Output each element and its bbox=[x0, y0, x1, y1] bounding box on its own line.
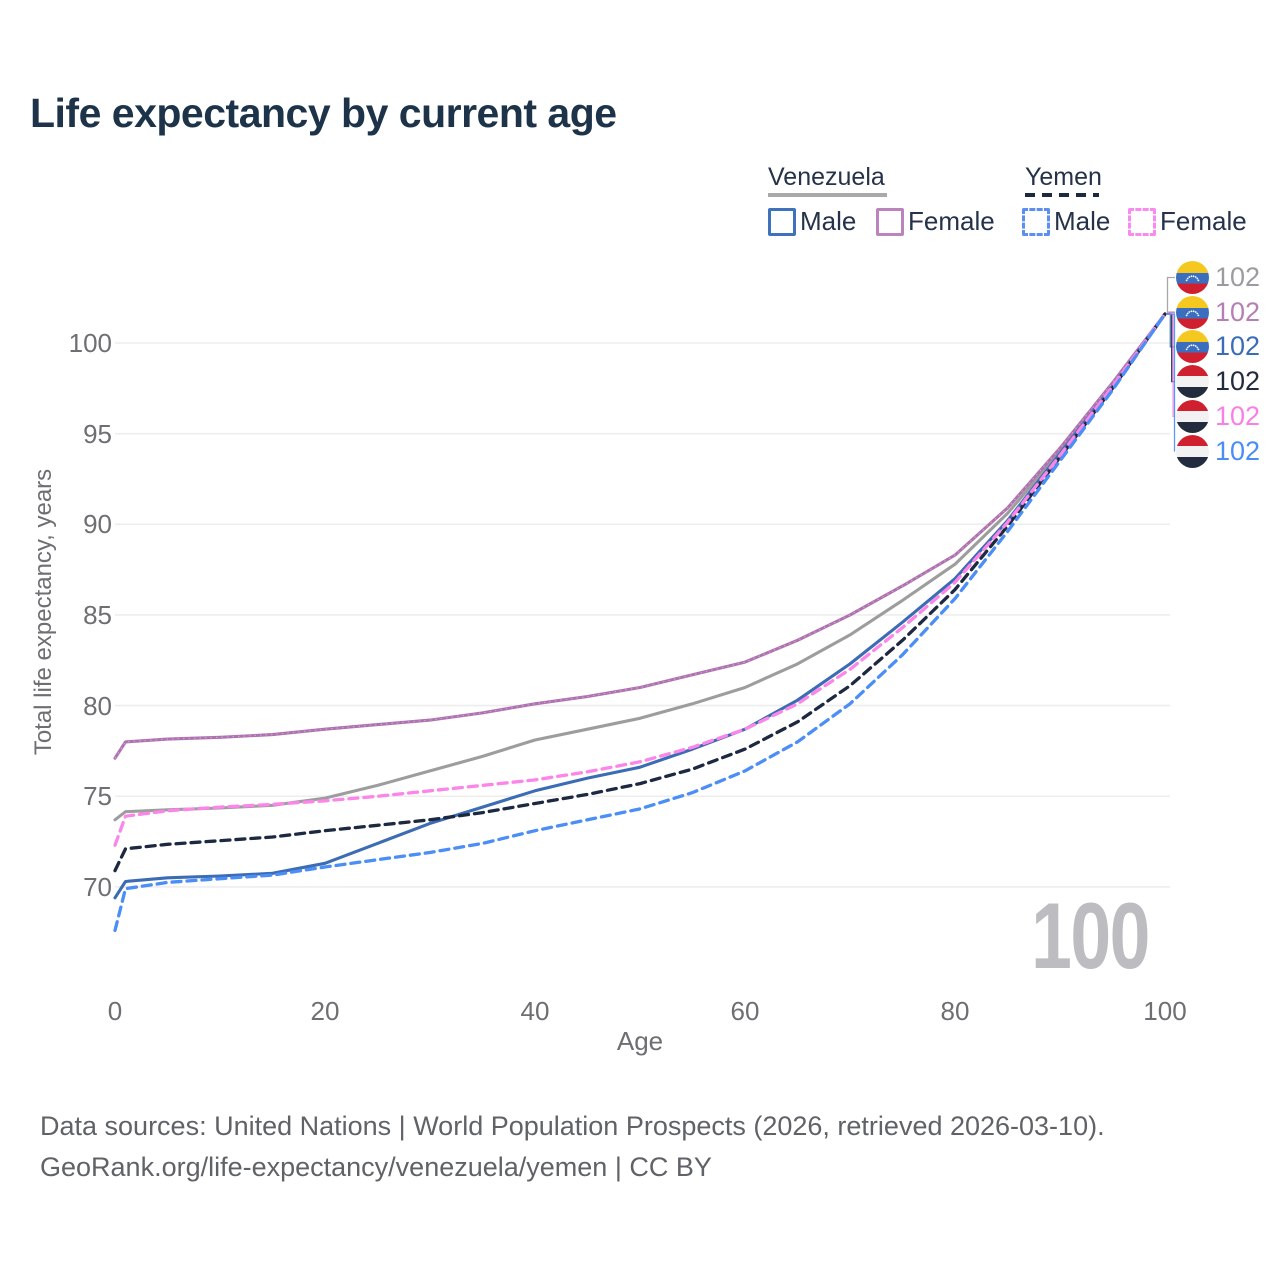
end-label-value: 102 bbox=[1215, 366, 1261, 397]
page-title: Life expectancy by current age bbox=[30, 90, 617, 136]
y-tick-label: 70 bbox=[83, 871, 112, 902]
x-tick-label: 0 bbox=[107, 996, 123, 1026]
legend-item-yemen-female[interactable]: Female bbox=[1128, 206, 1247, 237]
end-label-row: 102 bbox=[1176, 434, 1261, 468]
end-label-row: 102 bbox=[1176, 261, 1260, 294]
series-line-yemen-male bbox=[113, 312, 1167, 933]
legend-country-yemen[interactable]: Yemen bbox=[1025, 163, 1102, 191]
end-label-value: 102 bbox=[1215, 435, 1261, 466]
x-tick-label: 80 bbox=[940, 996, 970, 1026]
x-tick-label: 20 bbox=[310, 996, 340, 1026]
end-label-value: 102 bbox=[1215, 262, 1261, 292]
y-tick-label: 80 bbox=[83, 690, 112, 721]
series-line-venezuela-male bbox=[113, 312, 1167, 900]
legend-label: Male bbox=[800, 206, 857, 236]
end-label-leader-line bbox=[1166, 313, 1176, 452]
end-label-value: 102 bbox=[1215, 296, 1261, 327]
series-line-venezuela bbox=[113, 312, 1167, 822]
venezuela-female-swatch bbox=[876, 207, 904, 236]
legend-item-venezuela-female[interactable]: Female bbox=[876, 206, 995, 237]
yemen-flag-icon bbox=[1176, 365, 1209, 399]
y-tick-label: 85 bbox=[83, 599, 112, 630]
yemen-female-swatch bbox=[1128, 207, 1156, 236]
end-label-value: 102 bbox=[1215, 331, 1261, 362]
venezuela-flag-icon bbox=[1176, 261, 1209, 294]
y-tick-label: 95 bbox=[83, 418, 112, 449]
venezuela-flag-icon bbox=[1176, 330, 1209, 364]
series-line-texture bbox=[114, 313, 1166, 759]
attribution-line: GeoRank.org/life-expectancy/venezuela/ye… bbox=[40, 1152, 712, 1182]
x-tick-label: 60 bbox=[730, 996, 760, 1026]
legend-country-venezuela[interactable]: Venezuela bbox=[768, 163, 885, 191]
end-label-row: 102 bbox=[1176, 295, 1261, 329]
series-line-yemen-female bbox=[113, 312, 1167, 847]
yemen-male-swatch bbox=[1022, 207, 1050, 236]
end-label-value: 102 bbox=[1215, 400, 1261, 431]
y-axis-title: Total life expectancy, years bbox=[30, 468, 57, 756]
venezuela-male-swatch bbox=[768, 207, 796, 236]
end-label-leader-line bbox=[1166, 276, 1175, 315]
data-sources-note: Data sources: United Nations | World Pop… bbox=[40, 1106, 1105, 1188]
venezuela-line-swatch bbox=[768, 193, 887, 197]
end-label-row: 102 bbox=[1176, 399, 1261, 433]
y-tick-label: 90 bbox=[83, 509, 112, 540]
data-sources-line: Data sources: United Nations | World Pop… bbox=[40, 1111, 1105, 1141]
end-label-row: 102 bbox=[1176, 365, 1261, 399]
x-axis-title: Age bbox=[616, 1026, 664, 1056]
venezuela-flag-icon bbox=[1176, 295, 1209, 329]
end-label-row: 102 bbox=[1176, 330, 1261, 364]
legend-item-venezuela-male[interactable]: Male bbox=[768, 206, 856, 237]
yemen-line-swatch bbox=[1025, 193, 1099, 197]
yemen-flag-icon bbox=[1176, 434, 1209, 468]
x-tick-label: 100 bbox=[1143, 996, 1187, 1026]
series-line-venezuela-female bbox=[113, 312, 1167, 760]
yemen-flag-icon bbox=[1176, 399, 1209, 433]
series-line-yemen bbox=[113, 312, 1167, 873]
x-tick-label: 40 bbox=[520, 996, 550, 1026]
age-counter-watermark: 100 bbox=[1031, 883, 1150, 988]
legend-label: Female bbox=[908, 206, 995, 236]
legend-item-yemen-male[interactable]: Male bbox=[1022, 206, 1110, 237]
legend-label: Female bbox=[1160, 206, 1247, 236]
y-tick-label: 100 bbox=[68, 328, 112, 358]
y-tick-label: 75 bbox=[83, 781, 112, 812]
legend-label: Male bbox=[1054, 206, 1111, 236]
